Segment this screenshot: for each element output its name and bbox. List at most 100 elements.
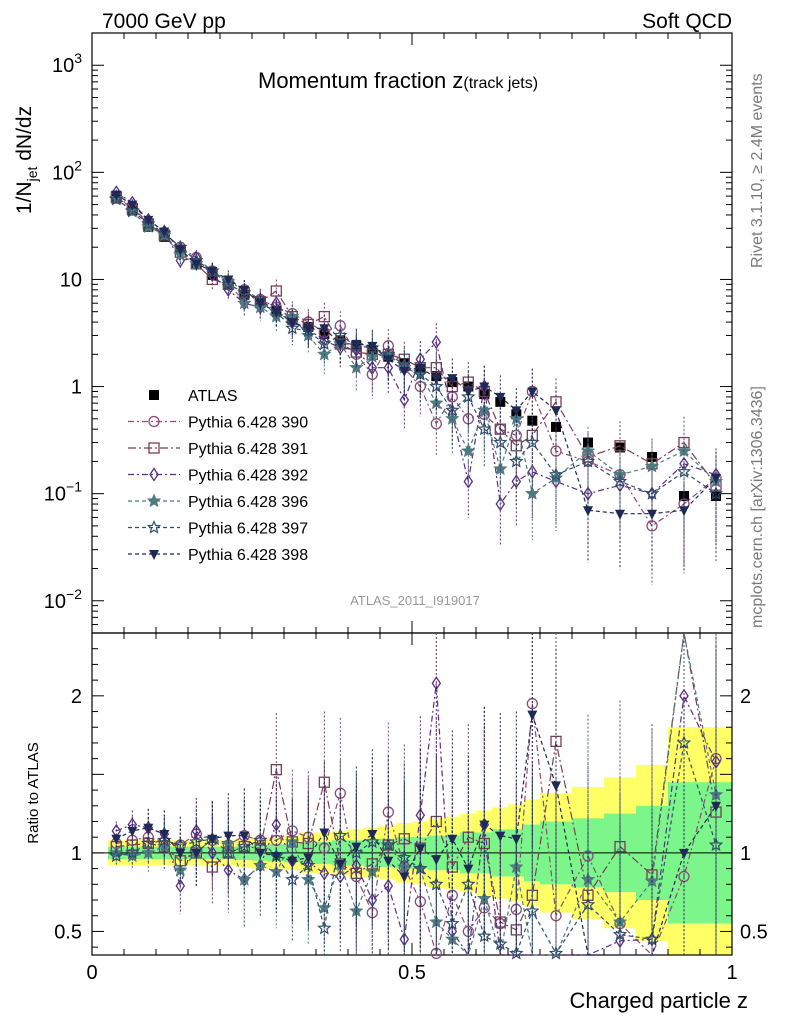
series-6-ratio-point [239,831,250,842]
series-6-point [191,259,202,270]
series-5-point [429,379,444,393]
series-5-point [141,216,156,231]
series-6-ratio-point [527,710,538,721]
series-6-point [255,299,266,310]
series-6-ratio-point [175,848,186,859]
series-6-point [447,374,458,385]
series-4-ratio-point [301,872,316,886]
series-6-ratio-point [431,855,442,866]
legend-item-6: Pythia 6.428 398 [128,547,308,564]
series-5-ratio-point [125,845,140,860]
series-5-point [676,464,692,478]
series-5-ratio-point [548,945,564,960]
series-6-ratio-point [255,848,266,859]
legend-marker [146,519,162,534]
series-2-ratio-point [270,764,282,776]
series-4-ratio-point [141,845,156,860]
header-left: 7000 GeV pp [102,10,226,33]
series-3-ratio-point [415,808,426,823]
series-6-ratio-point [287,856,298,867]
legend-marker [148,442,160,454]
series-6-point [335,339,346,350]
series-5-ratio-point [365,834,380,849]
series-6-ratio-point [223,831,234,842]
series-5-ratio-point [580,897,596,911]
legend-label: Pythia 6.428 392 [188,468,308,485]
series-6-point [367,341,378,352]
series-6-point [431,374,442,385]
legend-item-0: ATLAS [149,388,238,405]
series-4-point [317,346,332,361]
series-6-ratio-point [207,834,218,845]
series-2-point [318,310,330,323]
legend-marker [149,550,159,560]
series-6-ratio-point [319,828,330,839]
legend-label: ATLAS [188,388,238,405]
series-6-point [527,387,538,398]
series-6-point [479,382,490,393]
series-3-point [431,334,442,350]
series-6-point [175,245,186,256]
series-6-ratio-point [479,820,490,831]
series-5-ratio-point [445,916,460,930]
series-5-point [525,435,540,449]
series-5-ratio-point [461,876,476,891]
y-tick-label: 10 [60,269,82,291]
series-5-point [109,191,124,206]
series-3-point [399,392,410,408]
series-6-ratio-line [116,714,717,956]
series-3-ratio-point [679,688,689,704]
y-tick-label: 103 [52,50,82,77]
series-6-ratio-point [495,831,506,842]
series-4-ratio-point [237,872,252,886]
series-6-ratio-point [383,856,394,867]
series-6-point [143,215,154,226]
legend-marker [146,493,162,508]
series-6-point [511,406,522,417]
legend-item-4: Pythia 6.428 396 [128,493,308,511]
series-5-point [445,402,460,417]
series-6-ratio-point [111,834,122,845]
header-right: Soft QCD [642,10,732,33]
legend-label: Pythia 6.428 398 [188,547,308,564]
series-6-point [223,275,234,286]
series-6-ratio-point [335,859,346,870]
series-5-ratio-point [525,903,540,918]
ratio-tick-label-left: 1 [71,843,82,865]
series-5-ratio-point [429,876,444,891]
series-6-point [647,509,657,520]
series-5-point [493,435,508,449]
ratio-tick-label-right: 0.5 [740,921,768,943]
x-axis-label: Charged particle z [569,988,748,1013]
series-4-point [525,486,540,500]
series-6-ratio-point [367,830,378,841]
series-6-point [303,324,314,335]
series-6-ratio-point [551,781,561,792]
series-6-point [111,190,122,201]
series-5-point [612,473,628,488]
y-axis-label: 1/Njet dN/dz [13,106,40,214]
series-5-ratio-point [317,920,332,935]
series-4-point [237,295,252,310]
series-6-point [551,406,561,417]
series-3-main-line [115,191,717,506]
legend-marker [148,415,160,428]
series-5-ratio-point [285,872,300,886]
series-6-point [463,387,474,398]
series-5-point [644,486,660,500]
series-6-ratio-point [511,834,522,845]
series-6-point [239,285,250,296]
series-4-point [429,395,444,410]
series-4-point [493,461,508,476]
x-tick-label: 0.5 [398,962,426,984]
series-6-ratio-point [351,842,362,853]
series-6-point [207,266,218,277]
series-5-ratio-point [109,848,124,863]
analysis-id: ATLAS_2011_I919017 [350,593,480,608]
series-6-ratio-point [143,823,154,834]
legend-item-3: Pythia 6.428 392 [128,467,308,485]
series-5-point [477,421,492,436]
series-layer [109,185,724,960]
